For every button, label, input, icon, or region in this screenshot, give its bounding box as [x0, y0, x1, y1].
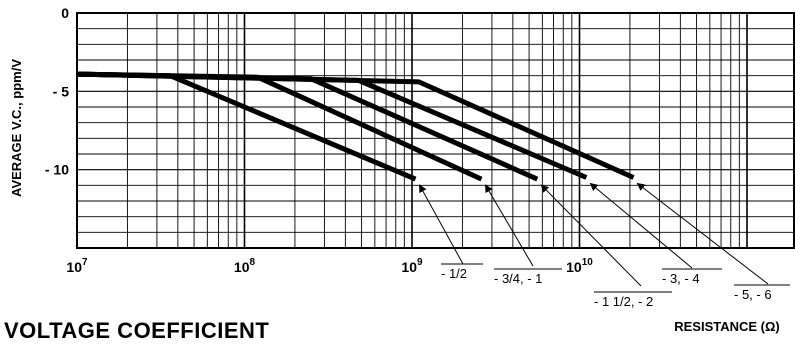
- series-leader-5: [636, 182, 769, 285]
- y-axis-title: AVERAGE V.C., ppm/V: [9, 59, 24, 197]
- series-label-1: - 1/2: [441, 266, 467, 281]
- x-tick-exponent: 8: [250, 257, 256, 268]
- y-tick-labels: 0 - 5 - 10: [45, 5, 69, 178]
- x-tick-exponent: 10: [582, 257, 594, 268]
- y-tick-label: - 5: [53, 83, 70, 99]
- plot-frame: [76, 12, 795, 249]
- x-tick-label: 109: [401, 257, 423, 275]
- y-tick-label: 0: [61, 5, 69, 21]
- series-label-5: - 5, - 6: [734, 287, 772, 302]
- x-tick-exponent: 9: [417, 257, 423, 268]
- series-lines: [76, 71, 635, 182]
- x-axis-title: RESISTANCE (Ω): [674, 319, 780, 334]
- y-tick-label: - 10: [45, 162, 69, 178]
- chart-title: VOLTAGE COEFFICIENT: [4, 318, 269, 343]
- series-label-2: - 3/4, - 1: [494, 271, 542, 286]
- series-leader-2: [485, 184, 534, 267]
- series-leader-3: [540, 184, 642, 287]
- series-label-3: - 1 1/2, - 2: [594, 294, 653, 309]
- x-tick-exponent: 7: [82, 257, 88, 268]
- series-leader-4: [589, 182, 693, 269]
- x-tick-label: 108: [234, 257, 256, 275]
- x-tick-label: 1010: [566, 257, 593, 275]
- grid: [76, 12, 795, 249]
- leader-lines: [419, 182, 769, 287]
- series-line-5: [76, 71, 635, 180]
- series-labels: - 1/2 - 3/4, - 1 - 1 1/2, - 2 - 3, - 4 - 5, …: [441, 263, 790, 309]
- x-tick-label: 107: [66, 257, 88, 275]
- series-label-4: - 3, - 4: [662, 271, 700, 286]
- series-leader-1: [419, 184, 464, 265]
